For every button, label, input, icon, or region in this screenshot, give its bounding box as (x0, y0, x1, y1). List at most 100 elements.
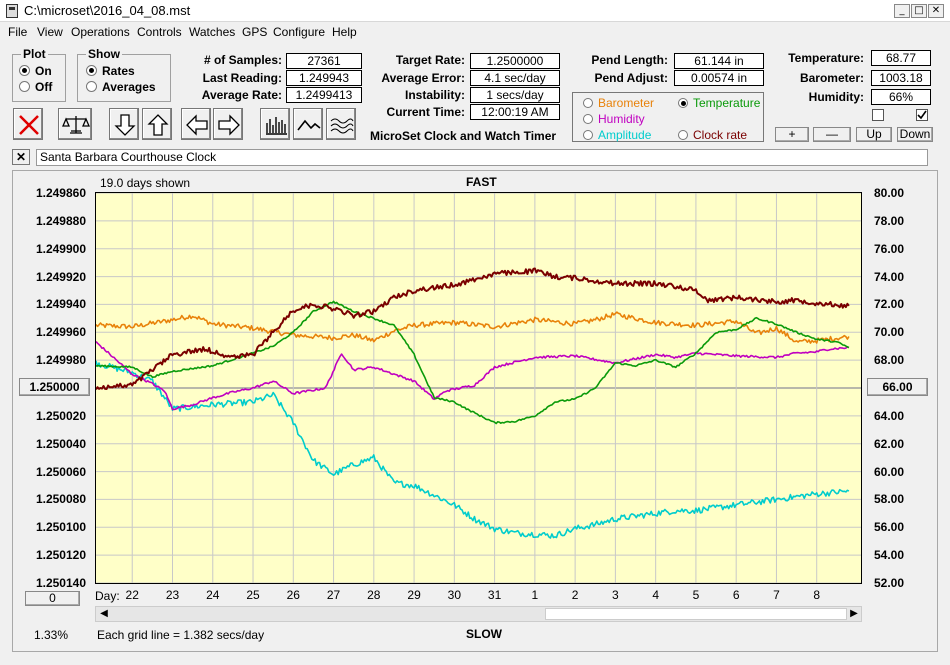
legend-humidity[interactable]: Humidity (583, 112, 645, 126)
left-tick-label: 1.249980 (35, 353, 86, 368)
plot-on-radio[interactable]: On (19, 64, 52, 78)
x-tick-label: 4 (652, 588, 659, 602)
humidity-checkbox[interactable] (872, 109, 884, 121)
radio-selected-icon (86, 65, 97, 76)
balance-button[interactable] (58, 108, 92, 140)
plot-off-radio[interactable]: Off (19, 80, 52, 94)
right-tick-label: 78.00 (874, 213, 905, 228)
percent-label: 1.33% (34, 628, 69, 642)
left-tick-label: 1.250020 (35, 408, 86, 423)
show-averages-radio[interactable]: Averages (86, 80, 156, 94)
radio-icon (19, 81, 30, 92)
x-tick-label: 30 (447, 588, 461, 602)
right-tick-label: 58.00 (874, 492, 905, 507)
arrow-left-button[interactable] (181, 108, 211, 140)
left-tick-label: 1.249960 (35, 325, 86, 340)
balance-scale-icon (62, 116, 90, 134)
instability-label: Instability: (404, 88, 465, 102)
temperature-label: Temperature: (788, 51, 864, 65)
right-tick-label: 70.00 (874, 325, 905, 340)
arrow-down-button[interactable] (109, 108, 139, 140)
grid-note-label: Each grid line = 1.382 secs/day (97, 628, 265, 642)
radio-selected-icon (678, 98, 688, 108)
show-group: Show Rates Averages (77, 47, 171, 102)
right-tick-label: 62.00 (874, 436, 905, 451)
right-tick-label: 80.00 (874, 186, 905, 200)
bar-graph-button[interactable] (260, 108, 290, 140)
left-tick-label: 1.249920 (35, 269, 86, 284)
menu-configure[interactable]: Configure (273, 25, 326, 39)
arrow-right-icon (218, 114, 240, 136)
plus-button[interactable]: + (775, 127, 809, 142)
menu-help[interactable]: Help (332, 25, 357, 39)
left-tick-label: 1.249860 (35, 186, 86, 200)
arrow-down-icon (114, 114, 136, 136)
window-title: C:\microset\2016_04_08.mst (24, 3, 191, 18)
right-tick-label: 64.00 (874, 408, 905, 423)
radio-icon (583, 114, 593, 124)
smooth-graph-icon (330, 118, 354, 134)
days-shown-label: 19.0 days shown (100, 176, 191, 190)
arrow-up-button[interactable] (142, 108, 172, 140)
menu-bar: File View Operations Controls Watches GP… (0, 22, 950, 42)
legend-clock-rate[interactable]: Clock rate (678, 128, 747, 142)
menu-controls[interactable]: Controls (137, 25, 182, 39)
radio-icon (583, 98, 593, 108)
legend-barometer[interactable]: Barometer (583, 96, 654, 110)
offset-button[interactable]: 0 (25, 591, 80, 606)
scroll-left-icon[interactable]: ◀ (100, 608, 108, 619)
up-button[interactable]: Up (856, 127, 892, 142)
menu-gps[interactable]: GPS (242, 25, 268, 39)
x-tick-label: 22 (125, 588, 139, 602)
horizontal-scrollbar[interactable]: ◀ ▶ (95, 606, 862, 622)
menu-file[interactable]: File (8, 25, 28, 39)
scroll-right-icon[interactable]: ▶ (850, 608, 858, 619)
menu-operations[interactable]: Operations (71, 25, 130, 39)
x-tick-label: 2 (571, 588, 579, 602)
samples-label: # of Samples: (203, 53, 282, 67)
plot-group-title: Plot (21, 47, 48, 61)
temperature-value: 68.77 (871, 50, 931, 66)
checked-checkbox[interactable] (916, 109, 928, 121)
series-line-clock-rate (96, 267, 850, 390)
down-button[interactable]: Down (897, 127, 933, 142)
target-rate-label: Target Rate: (395, 53, 465, 67)
right-tick-label: 60.00 (874, 464, 905, 479)
show-rates-radio[interactable]: Rates (86, 64, 135, 78)
scrollbar-thumb[interactable] (545, 608, 847, 620)
right-tick-label: 74.00 (874, 269, 905, 284)
clear-icon (19, 115, 39, 135)
right-tick-label: 52.00 (874, 576, 905, 590)
target-rate-value: 1.2500000 (470, 53, 560, 69)
humidity-label: Humidity: (808, 90, 864, 104)
arrow-right-button[interactable] (213, 108, 243, 140)
legend-temperature[interactable]: Temperature (678, 96, 760, 110)
x-tick-label: 29 (407, 588, 421, 602)
humidity-value: 66% (871, 89, 931, 105)
line-graph-button[interactable] (293, 108, 323, 140)
arrow-up-icon (147, 114, 169, 136)
left-tick-label: 1.250120 (35, 548, 86, 563)
left-tick-label: 1.250080 (35, 492, 86, 507)
minimize-button[interactable]: _ (894, 4, 910, 18)
current-time-label: Current Time: (386, 105, 465, 119)
left-center-value-button[interactable]: 1.250000 (19, 378, 90, 396)
legend-amplitude[interactable]: Amplitude (583, 128, 651, 142)
close-button[interactable]: ✕ (928, 4, 944, 18)
x-tick-label: 7 (773, 588, 780, 602)
minus-button[interactable]: — (813, 127, 851, 142)
close-watch-button[interactable]: ✕ (12, 149, 30, 165)
radio-icon (678, 130, 688, 140)
last-reading-label: Last Reading: (202, 71, 282, 85)
right-center-value-button[interactable]: 66.00 (867, 378, 928, 396)
samples-value: 27361 (286, 53, 362, 69)
x-tick-label: 8 (813, 588, 821, 602)
maximize-button[interactable]: □ (911, 4, 927, 18)
menu-watches[interactable]: Watches (189, 25, 236, 39)
clear-button[interactable] (13, 108, 43, 140)
watch-name-field[interactable]: Santa Barbara Courthouse Clock (36, 149, 928, 166)
menu-view[interactable]: View (37, 25, 63, 39)
series-selector: Barometer Temperature Humidity Amplitude… (572, 92, 764, 142)
smooth-graph-button[interactable] (326, 108, 356, 140)
series-line-temperature (96, 300, 850, 425)
